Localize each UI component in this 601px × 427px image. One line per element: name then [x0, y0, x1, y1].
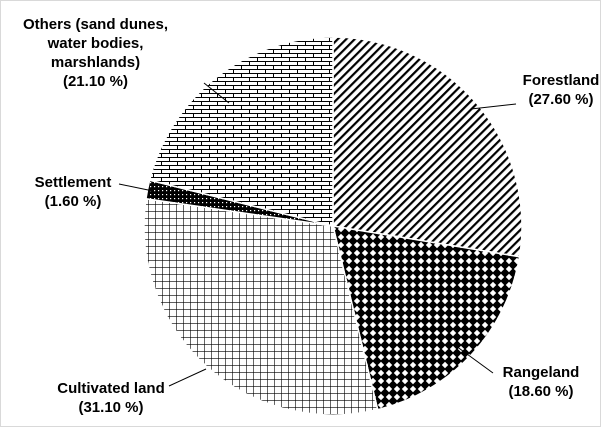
- category-label: Forestland: [522, 72, 600, 89]
- category-label: Rangeland: [502, 364, 580, 381]
- value-label: (21.10 %): [62, 73, 129, 90]
- pie-slice: [332, 225, 521, 411]
- category-label: Settlement: [34, 174, 112, 191]
- slice-label: Others (sand dunes, water bodies, marshl…: [3, 15, 188, 91]
- leader-line: [455, 345, 494, 374]
- leader-line: [168, 368, 207, 387]
- leader-line: [118, 183, 154, 192]
- leader-line: [203, 82, 230, 104]
- slice-label: Settlement (1.60 %): [13, 173, 133, 211]
- value-label: (31.10 %): [78, 399, 144, 416]
- slice-label: Cultivated land (31.10 %): [31, 379, 191, 417]
- value-label: (18.60 %): [508, 383, 574, 400]
- pie-slice: [148, 36, 334, 227]
- category-label: Cultivated land: [57, 380, 165, 397]
- slice-label: Rangeland (18.60 %): [481, 363, 600, 401]
- slice-label: Forestland (27.60 %): [501, 71, 600, 109]
- value-label: (27.60 %): [528, 91, 594, 108]
- pie-slice: [143, 197, 379, 416]
- leader-line: [470, 103, 517, 110]
- pie-slice: [332, 36, 523, 258]
- category-label: Others (sand dunes, water bodies, marshl…: [22, 16, 169, 71]
- value-label: (1.60 %): [44, 193, 102, 210]
